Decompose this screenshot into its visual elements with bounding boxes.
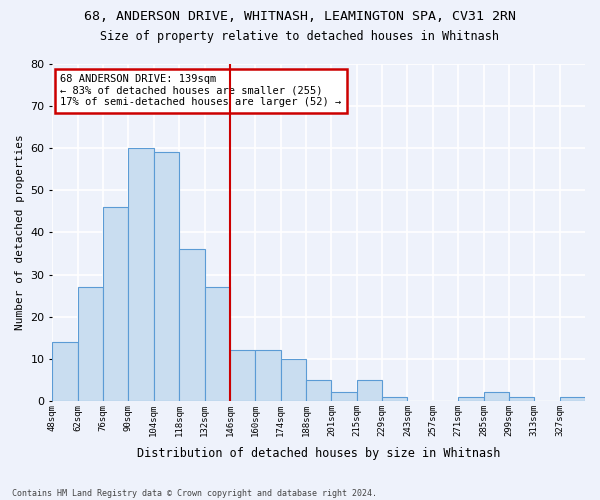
X-axis label: Distribution of detached houses by size in Whitnash: Distribution of detached houses by size … [137, 447, 500, 460]
Bar [103, 207, 128, 401]
Bar [52, 342, 77, 401]
Bar [484, 392, 509, 401]
Bar [509, 396, 534, 401]
Y-axis label: Number of detached properties: Number of detached properties [15, 134, 25, 330]
Bar [179, 250, 205, 401]
Bar [230, 350, 255, 401]
Bar [154, 152, 179, 401]
Bar [281, 359, 306, 401]
Text: 68 ANDERSON DRIVE: 139sqm
← 83% of detached houses are smaller (255)
17% of semi: 68 ANDERSON DRIVE: 139sqm ← 83% of detac… [61, 74, 341, 108]
Bar [560, 396, 585, 401]
Bar [205, 287, 230, 401]
Bar [77, 287, 103, 401]
Bar [306, 380, 331, 401]
Bar [128, 148, 154, 401]
Bar [357, 380, 382, 401]
Text: 68, ANDERSON DRIVE, WHITNASH, LEAMINGTON SPA, CV31 2RN: 68, ANDERSON DRIVE, WHITNASH, LEAMINGTON… [84, 10, 516, 23]
Bar [458, 396, 484, 401]
Bar [382, 396, 407, 401]
Bar [331, 392, 357, 401]
Text: Size of property relative to detached houses in Whitnash: Size of property relative to detached ho… [101, 30, 499, 43]
Text: Contains HM Land Registry data © Crown copyright and database right 2024.: Contains HM Land Registry data © Crown c… [12, 488, 377, 498]
Bar [255, 350, 281, 401]
